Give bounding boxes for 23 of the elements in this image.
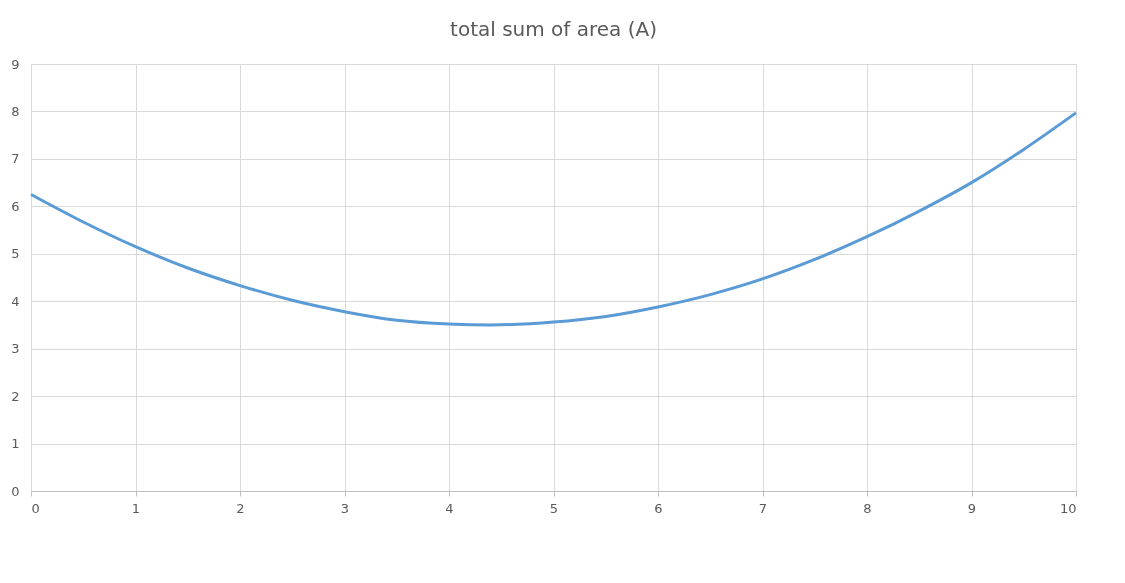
x-tick-label: 6 — [654, 500, 663, 516]
y-tick-label: 7 — [11, 151, 20, 167]
x-tick-label: 8 — [863, 500, 872, 516]
y-tick-label: 5 — [11, 246, 20, 262]
line-series — [29, 111, 1078, 327]
x-tick-label: 0 — [31, 500, 40, 516]
y-tick-label: 8 — [11, 103, 20, 119]
y-tick-label: 1 — [11, 436, 20, 452]
x-tick-label: 1 — [131, 500, 141, 516]
x-tick-label: 4 — [445, 500, 454, 516]
x-tick-label: 10 — [1059, 500, 1077, 516]
x-tick-label: 9 — [967, 500, 977, 516]
y-tick-label: 6 — [11, 198, 20, 214]
chart-title: total sum of area (A) — [450, 17, 657, 41]
x-tick-label: 7 — [758, 500, 768, 516]
x-tick-label: 3 — [340, 500, 350, 516]
x-tick-label: 5 — [549, 500, 559, 516]
y-tick-label: 3 — [11, 341, 20, 357]
x-tick-label: 2 — [236, 500, 245, 516]
y-tick-label: 2 — [11, 388, 20, 404]
y-tick-label: 0 — [11, 483, 20, 499]
y-tick-label: 4 — [11, 293, 20, 309]
y-tick-label: 9 — [11, 56, 20, 72]
